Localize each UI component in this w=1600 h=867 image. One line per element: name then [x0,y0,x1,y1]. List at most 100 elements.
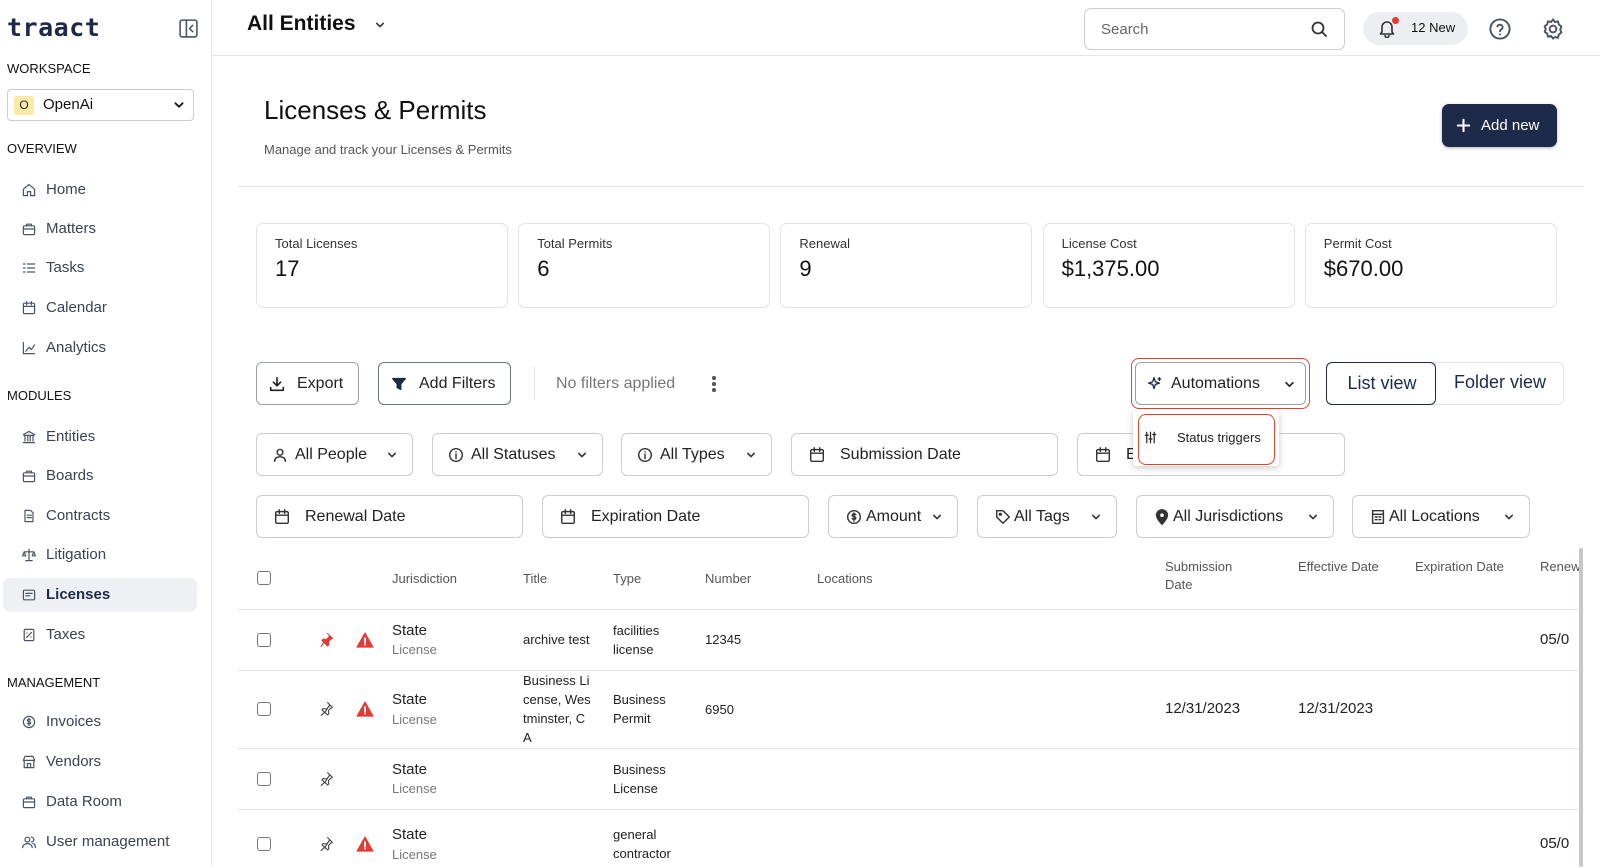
view-label: Folder view [1453,372,1547,392]
nav-item[interactable]: Data Room [46,793,122,811]
filter-label: All Statuses [471,446,556,464]
icon-tag [995,509,1011,525]
stat-card: Total Permits 6 [518,223,771,308]
view-option[interactable]: List view [1326,362,1436,405]
nav-item[interactable]: Litigation [46,546,107,564]
icon-shape [1311,21,1325,35]
icon-help [1489,18,1511,40]
table: Jurisdiction Title Type Number Locations Subm… [238,548,1580,867]
nav-item[interactable]: Matters [46,220,97,238]
filter-label: All Types [660,446,725,464]
workspace-select[interactable]: O OpenAi [7,89,194,121]
icon-shape [274,509,290,516]
nav-item[interactable]: Analytics [46,339,107,357]
filter-label: Amount [866,508,922,526]
icon-loc [1155,509,1169,525]
icon-shape [1548,24,1558,34]
more-dot[interactable] [712,388,716,392]
stat-label: License Cost [1061,235,1137,251]
icon-chev [388,452,396,458]
nav-item[interactable]: Home [46,181,87,199]
filter-dropdown[interactable]: Amount [828,495,958,538]
notifications[interactable]: 12 New [1363,12,1468,45]
row-checkbox[interactable] [257,837,271,851]
menu-item[interactable]: Status triggers [1177,429,1261,445]
view-option[interactable]: Folder view [1436,362,1564,405]
cell-submission: 12/31/2023 [1165,700,1241,717]
search-box[interactable]: Search [1084,8,1345,50]
icon-shape [448,447,464,463]
icon-shape [1309,514,1317,520]
icon-plus [1456,118,1471,133]
filter-dropdown[interactable]: All People [256,433,413,476]
row-checkbox[interactable] [257,771,271,786]
icon-shape [23,628,35,642]
nav-item[interactable]: Taxes [46,626,86,644]
icon-chev [747,452,755,458]
nav-item[interactable]: Vendors [46,753,102,771]
more-dot[interactable] [712,382,716,386]
icon-shape [24,509,34,523]
view-toggle: List view Folder view [1326,362,1564,405]
add-new-button[interactable]: Add new [1442,104,1557,147]
nav-item[interactable]: Tasks [46,259,85,277]
icon-info [637,447,653,463]
cell-number: 12345 [705,632,742,647]
filter-dropdown[interactable]: All Tags [977,495,1117,538]
icon-shape [851,512,857,522]
nav-item[interactable]: Licenses [46,586,111,604]
icon-sliders [1144,431,1157,444]
filter-dropdown[interactable]: Expiration Date [542,495,809,538]
filter-dropdown[interactable]: All Types [621,433,772,476]
row-divider [238,748,1580,749]
row-checkbox[interactable] [257,571,271,585]
header-divider [212,55,1600,56]
row-checkbox[interactable] [257,632,271,647]
automations-label: Automations [1171,375,1260,393]
icon-dollar [846,509,862,525]
icon-chev [1505,514,1513,520]
scope-selector[interactable]: All Entities [247,12,356,36]
heading-divider [238,186,1584,187]
nav-item[interactable]: Invoices [46,713,102,731]
filter-dropdown[interactable]: Renewal Date [256,495,523,538]
highlight-outline [1138,414,1275,465]
cell-title: archive test [523,632,590,647]
stat-label: Total Permits [537,235,613,251]
nav-item[interactable]: User management [46,833,170,851]
more-dot[interactable] [712,376,716,380]
icon-shape [22,472,36,483]
section-label: WORKSPACE [7,60,91,76]
icon-shape [26,717,32,727]
nav-item[interactable]: Calendar [46,299,107,317]
nav-item[interactable]: Boards [46,467,94,485]
icon-shape [933,514,941,520]
filter-dropdown[interactable]: Submission Date [791,433,1058,476]
icon-shape [22,470,36,477]
icon-shape [320,837,333,851]
column-header: Renewal Date [1540,559,1580,574]
icon-chev [1092,514,1100,520]
filter-label: All Jurisdictions [1173,508,1284,526]
icon-warn [356,701,374,717]
row-checkbox[interactable] [257,702,271,716]
icon-shape [1371,509,1385,525]
stat-card: License Cost $1,375.00 [1042,223,1295,308]
nav-item[interactable]: Entities [46,428,96,446]
filter-label: All Tags [1014,508,1070,526]
filter-dropdown[interactable]: All Statuses [432,433,603,476]
export-button[interactable]: Export [256,362,359,405]
automations-button[interactable]: Automations [1135,362,1306,405]
filter-dropdown[interactable]: All Locations [1352,495,1530,538]
row-divider [238,609,1580,610]
nav-item[interactable]: Contracts [46,507,111,525]
sidebar: traact WORKSPACE O OpenAi OVERVIEW Home Matter… [0,0,212,867]
column-header: Number [705,571,752,586]
jurisdiction: State [392,621,428,639]
view-label: List view [1347,373,1417,393]
add-filters-button[interactable]: Add Filters [378,362,511,405]
stat-value: $1,375.00 [1061,255,1160,281]
highlight-outline [1131,358,1310,409]
icon-shape [560,509,576,516]
filter-dropdown[interactable]: All Jurisdictions [1136,495,1334,538]
